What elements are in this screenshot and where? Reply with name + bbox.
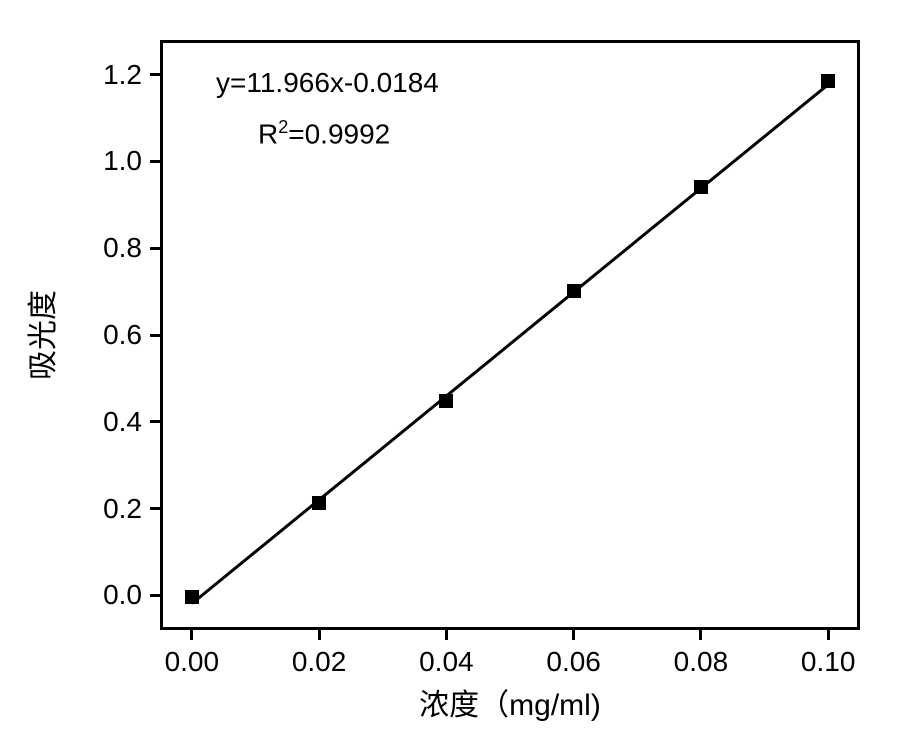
y-tick-mark: [150, 420, 160, 423]
y-tick-mark: [150, 247, 160, 250]
y-tick-label: 1.0: [103, 145, 142, 177]
equation-annotation: y=11.966x-0.0184: [216, 67, 439, 99]
x-tick-label: 0.06: [546, 646, 601, 678]
x-tick-mark: [445, 630, 448, 640]
y-tick-mark: [150, 507, 160, 510]
y-axis-label: 吸光度: [18, 290, 62, 380]
x-tick-mark: [572, 630, 575, 640]
y-tick-label: 1.2: [103, 59, 142, 91]
x-tick-mark: [318, 630, 321, 640]
x-tick-label: 0.10: [801, 646, 856, 678]
y-tick-label: 0.6: [103, 319, 142, 351]
x-tick-label: 0.02: [292, 646, 347, 678]
calibration-chart: 吸光度 浓度（mg/ml) 0.00 0.02 0.04 0.06 0.08 0.10 0.…: [0, 0, 923, 756]
y-tick-mark: [150, 160, 160, 163]
y-tick-label: 0.4: [103, 406, 142, 438]
y-tick-label: 0.8: [103, 232, 142, 264]
x-tick-mark: [699, 630, 702, 640]
equation-annotation: R2=0.9992: [258, 117, 390, 150]
x-tick-mark: [190, 630, 193, 640]
y-tick-label: 0.0: [103, 579, 142, 611]
x-tick-label: 0.04: [419, 646, 474, 678]
x-tick-mark: [827, 630, 830, 640]
y-tick-mark: [150, 73, 160, 76]
x-axis-label: 浓度（mg/ml): [419, 680, 601, 724]
x-tick-label: 0.00: [165, 646, 220, 678]
y-tick-mark: [150, 334, 160, 337]
y-tick-label: 0.2: [103, 493, 142, 525]
y-tick-mark: [150, 594, 160, 597]
x-tick-label: 0.08: [674, 646, 729, 678]
